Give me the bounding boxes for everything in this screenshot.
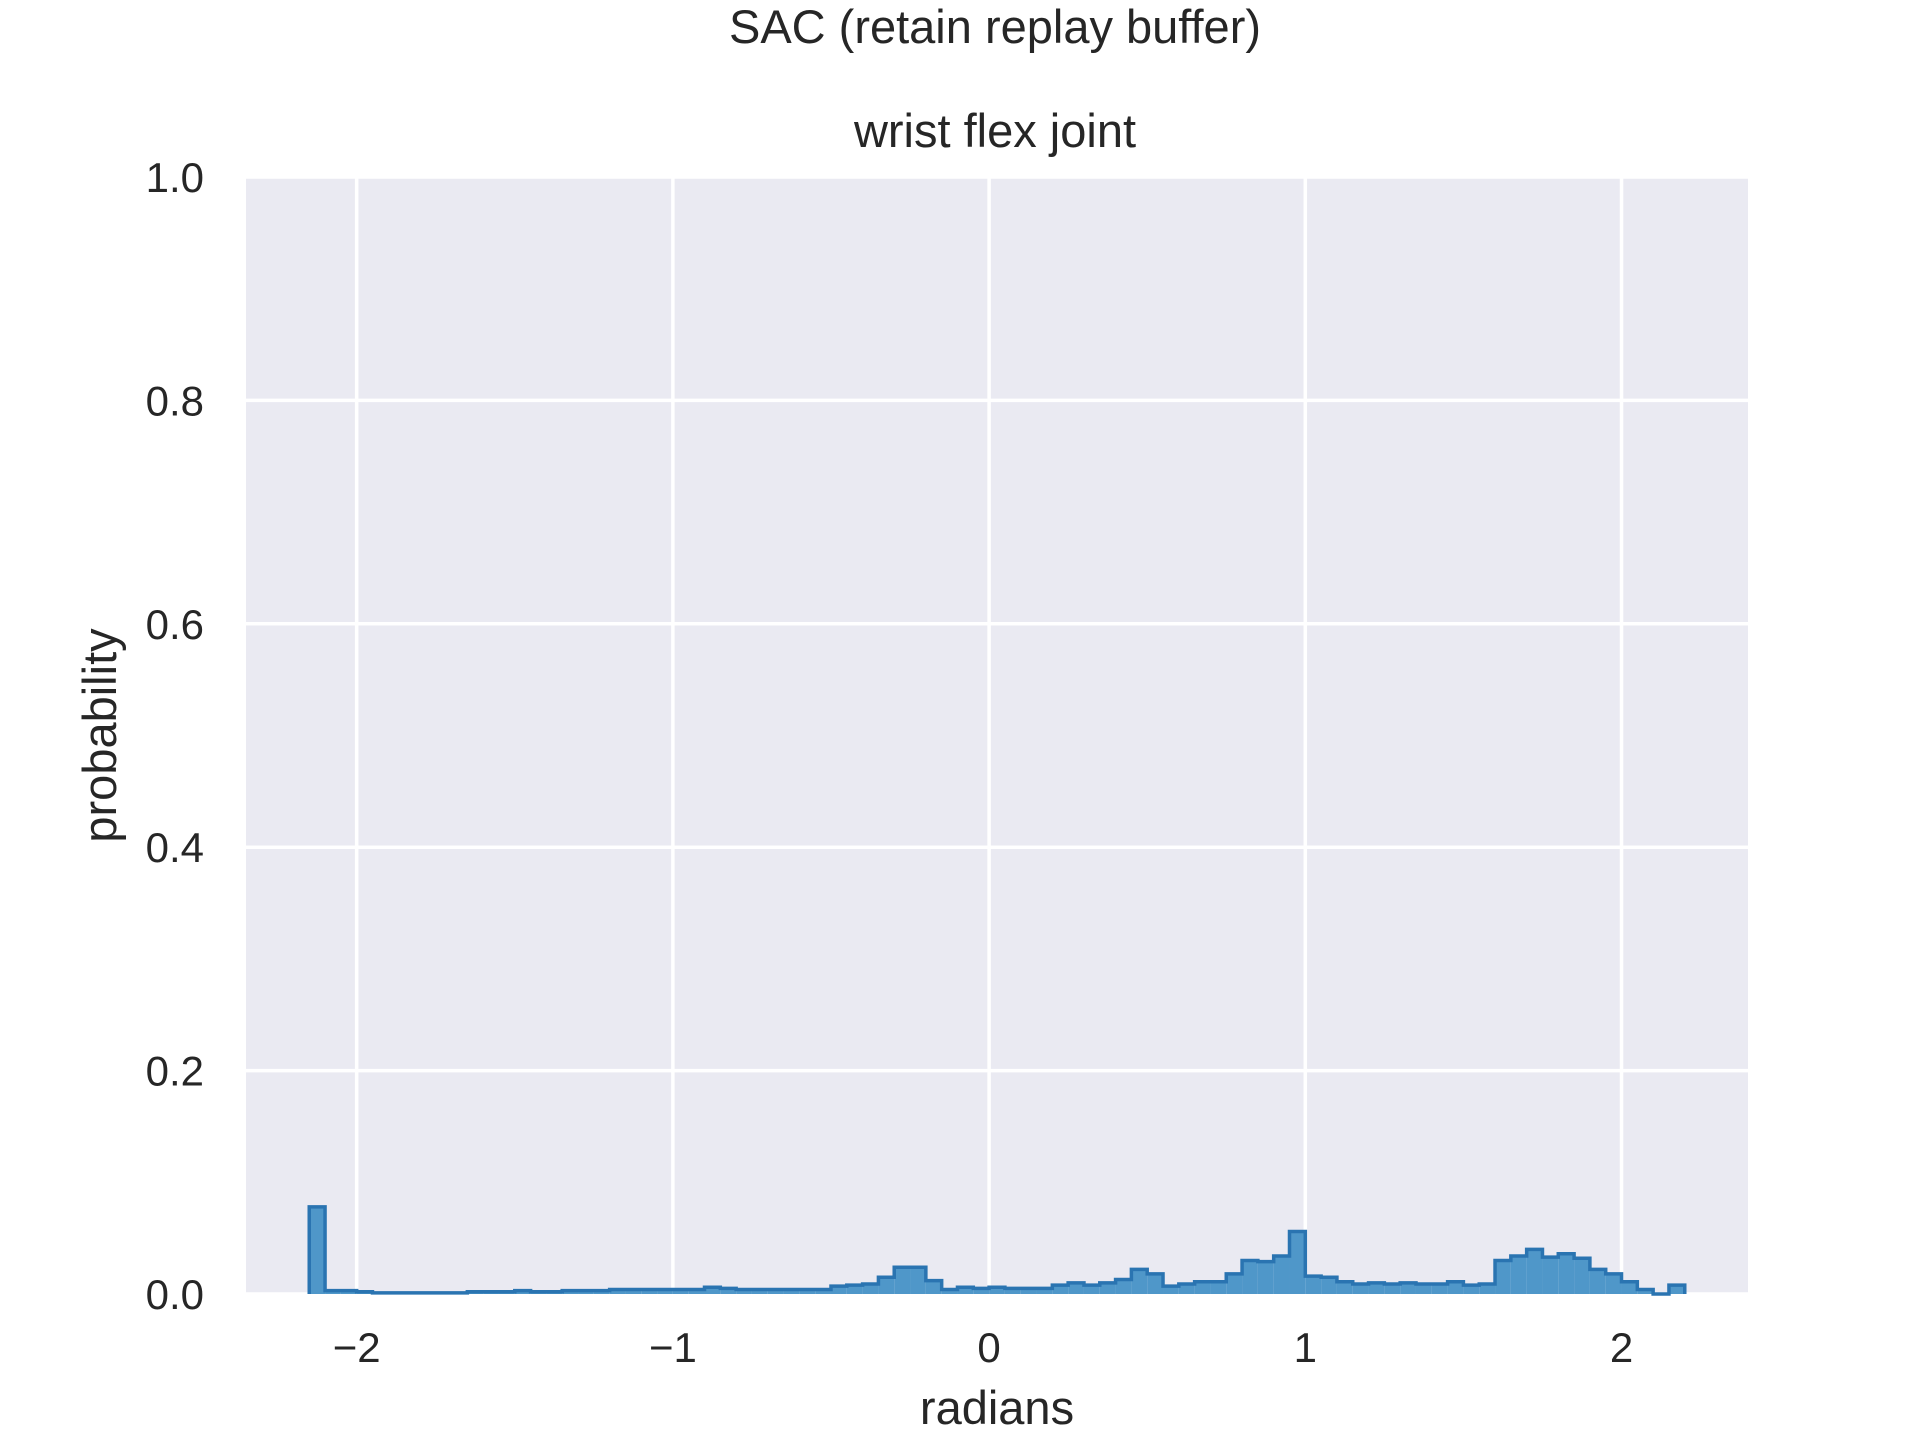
histogram-bin bbox=[1431, 1283, 1448, 1294]
x-axis-ticks: −2 −1 0 1 2 bbox=[333, 1324, 1633, 1371]
histogram-bin bbox=[1115, 1279, 1132, 1294]
histogram-bin bbox=[1273, 1256, 1290, 1294]
histogram-bin bbox=[657, 1289, 673, 1294]
histogram-bin bbox=[1147, 1273, 1164, 1294]
histogram-bin bbox=[1289, 1231, 1306, 1294]
histogram-bin bbox=[1020, 1288, 1037, 1294]
histogram-bin bbox=[1257, 1261, 1274, 1294]
x-axis-label: radians bbox=[920, 1381, 1074, 1434]
histogram-bin bbox=[1415, 1283, 1432, 1294]
histogram-bin bbox=[641, 1289, 658, 1294]
histogram-bin bbox=[1004, 1288, 1021, 1294]
histogram-bin bbox=[1400, 1282, 1416, 1294]
histogram-bin bbox=[767, 1289, 784, 1294]
histogram-bin bbox=[1068, 1282, 1084, 1294]
figure-suptitle: SAC (retain replay buffer) bbox=[728, 0, 1262, 53]
histogram-bin bbox=[609, 1289, 626, 1294]
histogram-bin bbox=[720, 1288, 737, 1294]
histogram-bin bbox=[989, 1287, 1005, 1294]
histogram-bin bbox=[1210, 1281, 1227, 1294]
histogram-bin bbox=[704, 1287, 721, 1294]
histogram-bin bbox=[688, 1289, 705, 1294]
histogram-bin bbox=[1637, 1289, 1654, 1294]
histogram-bin bbox=[1099, 1282, 1116, 1294]
histogram-bin bbox=[309, 1206, 326, 1294]
y-axis-ticks: 0.0 0.2 0.4 0.6 0.8 1.0 bbox=[146, 154, 204, 1318]
histogram-bin bbox=[1447, 1281, 1464, 1294]
histogram-bin bbox=[878, 1277, 895, 1294]
histogram-bin bbox=[1574, 1258, 1590, 1294]
histogram-bin bbox=[941, 1289, 958, 1294]
histogram-bin bbox=[1605, 1273, 1622, 1294]
histogram-bin bbox=[1368, 1282, 1385, 1294]
histogram-bin bbox=[672, 1289, 689, 1294]
histogram-bin bbox=[736, 1289, 752, 1294]
y-tick-label: 1.0 bbox=[146, 154, 204, 201]
histogram-bin bbox=[1495, 1260, 1511, 1294]
axes-title: wrist flex joint bbox=[853, 104, 1137, 157]
histogram-bin bbox=[925, 1280, 942, 1294]
histogram-bin bbox=[1226, 1273, 1243, 1294]
y-axis-label: probability bbox=[73, 628, 126, 843]
histogram-bin bbox=[894, 1267, 911, 1294]
histogram-bin bbox=[1163, 1286, 1179, 1294]
histogram-bin bbox=[1321, 1277, 1337, 1294]
histogram-bin bbox=[1352, 1283, 1369, 1294]
histogram-bin bbox=[1510, 1256, 1527, 1294]
x-tick-label: 2 bbox=[1610, 1324, 1633, 1371]
y-tick-label: 0.8 bbox=[146, 377, 204, 424]
histogram-bin bbox=[830, 1286, 847, 1294]
histogram-bin bbox=[957, 1287, 974, 1294]
histogram-bin bbox=[1542, 1257, 1559, 1294]
histogram-bin bbox=[1621, 1281, 1638, 1294]
histogram-bin bbox=[751, 1289, 768, 1294]
histogram-bin bbox=[1131, 1269, 1148, 1294]
x-tick-label: 1 bbox=[1294, 1324, 1317, 1371]
y-tick-label: 0.6 bbox=[146, 601, 204, 648]
histogram-bin bbox=[1589, 1269, 1606, 1294]
histogram-bin bbox=[1479, 1283, 1496, 1294]
histogram-bin bbox=[1463, 1285, 1480, 1294]
histogram-bin bbox=[1083, 1285, 1100, 1294]
histogram-bin bbox=[625, 1289, 642, 1294]
histogram-bin bbox=[973, 1288, 990, 1294]
histogram-bin bbox=[1052, 1285, 1069, 1294]
y-tick-label: 0.0 bbox=[146, 1271, 204, 1318]
histogram-bin bbox=[1558, 1253, 1575, 1294]
histogram-bin bbox=[1384, 1283, 1401, 1294]
histogram-bin bbox=[1668, 1285, 1685, 1294]
histogram-bin bbox=[1178, 1283, 1195, 1294]
histogram-bars bbox=[307, 1205, 1687, 1296]
x-tick-label: −1 bbox=[649, 1324, 697, 1371]
histogram-bin bbox=[1036, 1288, 1053, 1294]
plot-area-background bbox=[246, 177, 1748, 1294]
histogram-bin bbox=[862, 1283, 879, 1294]
y-tick-label: 0.2 bbox=[146, 1048, 204, 1095]
histogram-outline bbox=[307, 1205, 1687, 1296]
histogram-bin bbox=[799, 1289, 816, 1294]
histogram-bin bbox=[1305, 1276, 1322, 1294]
histogram-bin bbox=[910, 1267, 926, 1294]
histogram-bin bbox=[1336, 1281, 1353, 1294]
y-tick-label: 0.4 bbox=[146, 824, 204, 871]
histogram-bin bbox=[783, 1289, 800, 1294]
histogram-bin bbox=[846, 1285, 863, 1294]
histogram-bin bbox=[1242, 1260, 1258, 1294]
histogram-bin bbox=[1194, 1281, 1211, 1294]
histogram-bin bbox=[1526, 1249, 1543, 1294]
x-tick-label: 0 bbox=[977, 1324, 1000, 1371]
histogram-bin bbox=[815, 1289, 831, 1294]
x-tick-label: −2 bbox=[333, 1324, 381, 1371]
